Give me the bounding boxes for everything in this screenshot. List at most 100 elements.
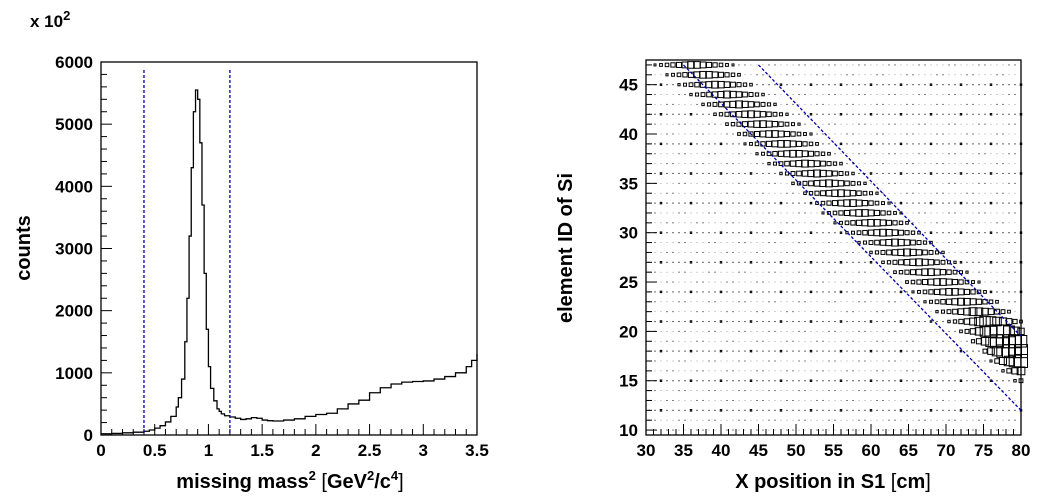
heatmap-cell (1008, 291, 1010, 293)
heatmap-cell (684, 320, 686, 323)
heatmap-cell (714, 311, 716, 312)
heatmap-cell (678, 94, 680, 96)
heatmap-cell (972, 232, 974, 234)
heatmap-cell (798, 340, 800, 342)
heatmap-cell (780, 192, 782, 194)
heatmap-cell (780, 64, 782, 66)
heatmap-cell (786, 390, 788, 391)
heatmap-cell (904, 269, 910, 275)
heatmap-cell (744, 429, 746, 431)
heatmap-cell (918, 380, 920, 382)
heatmap-cell (810, 301, 812, 303)
heatmap-cell (664, 62, 670, 68)
heatmap-cell (899, 172, 903, 175)
heatmap-cell (792, 360, 794, 362)
heatmap-cell (654, 271, 656, 273)
heatmap-cell (846, 242, 848, 243)
heatmap-cell (750, 311, 752, 312)
heatmap-cell (834, 143, 836, 145)
heatmap-cell (833, 221, 837, 225)
heatmap-cell (666, 212, 668, 214)
heatmap-cell (768, 242, 770, 244)
heatmap-cell (750, 370, 752, 372)
heatmap-cell (762, 320, 764, 323)
heatmap-cell (839, 409, 843, 412)
heatmap-cell (936, 370, 938, 372)
heatmap-cell (750, 360, 752, 362)
heatmap-cell (732, 271, 734, 273)
heatmap-cell (834, 64, 836, 66)
heatmap-cell (756, 172, 758, 175)
heatmap-cell (990, 64, 992, 66)
heatmap-cell (735, 100, 743, 109)
heatmap-cell (696, 251, 698, 253)
heatmap-cell (828, 390, 830, 392)
heatmap-cell (755, 152, 759, 156)
heatmap-cell (954, 104, 956, 105)
heatmap-cell (977, 280, 981, 284)
heatmap-cell (659, 142, 663, 146)
heatmap-cell (852, 242, 854, 243)
heatmap-cell (660, 390, 662, 391)
heatmap-cell (749, 231, 753, 234)
heatmap-cell (719, 379, 723, 382)
heatmap-cell (702, 113, 704, 115)
heatmap-cell (834, 330, 836, 332)
heatmap-cell (984, 390, 986, 392)
heatmap-cell (730, 121, 736, 127)
heatmap-cell (912, 172, 914, 175)
heatmap-cell (1002, 94, 1004, 95)
heatmap-cell (666, 192, 668, 194)
heatmap-cell (940, 259, 946, 265)
heatmap-cell (714, 252, 716, 253)
heatmap-cell (1008, 133, 1010, 135)
heatmap-cell (732, 370, 734, 372)
heatmap-cell (966, 94, 968, 95)
heatmap-cell (869, 142, 873, 146)
heatmap-cell (996, 84, 998, 86)
heatmap-cell (690, 183, 692, 184)
heatmap-cell (756, 311, 758, 313)
heatmap-cell (678, 123, 680, 125)
heatmap-cell (840, 419, 842, 421)
heatmap-cell (864, 360, 866, 362)
heatmap-cell (834, 84, 836, 86)
y-tick-label: 3000 (55, 240, 93, 259)
heatmap-cell (960, 400, 962, 401)
heatmap-cell (726, 261, 728, 263)
heatmap-cell (831, 189, 839, 197)
heatmap-cell (948, 409, 950, 411)
heatmap-cell (852, 64, 854, 66)
heatmap-cell (726, 350, 728, 352)
heatmap-cell (864, 94, 866, 96)
heatmap-cell (1002, 64, 1004, 66)
heatmap-cell (690, 271, 692, 273)
heatmap-cell (948, 64, 950, 66)
heatmap-cell (852, 370, 854, 372)
heatmap-cell (738, 232, 740, 234)
heatmap-cell (917, 289, 921, 294)
heatmap-cell (744, 400, 746, 401)
heatmap-cell (879, 219, 887, 227)
x-tick-label: 0.5 (143, 441, 167, 460)
heatmap-cell (898, 220, 904, 226)
heatmap-cell (879, 228, 887, 237)
heatmap-cell (1014, 232, 1016, 234)
heatmap-cell (720, 370, 722, 372)
heatmap-cell (959, 270, 963, 275)
heatmap-cell (798, 192, 800, 194)
scale-note: x 102 (30, 8, 70, 31)
heatmap-cell (816, 123, 818, 125)
heatmap-cell (702, 409, 704, 411)
heatmap-cell (756, 163, 758, 165)
heatmap-cell (702, 163, 704, 165)
heatmap-cell (869, 113, 873, 116)
heatmap-cell (762, 212, 764, 214)
heatmap-cell (936, 192, 938, 194)
heatmap-cell (942, 183, 944, 184)
heatmap-cell (948, 252, 950, 253)
heatmap-cell (851, 230, 855, 235)
heatmap-cell (942, 103, 944, 105)
heatmap-cell (749, 349, 753, 353)
heatmap-cell (768, 291, 770, 293)
